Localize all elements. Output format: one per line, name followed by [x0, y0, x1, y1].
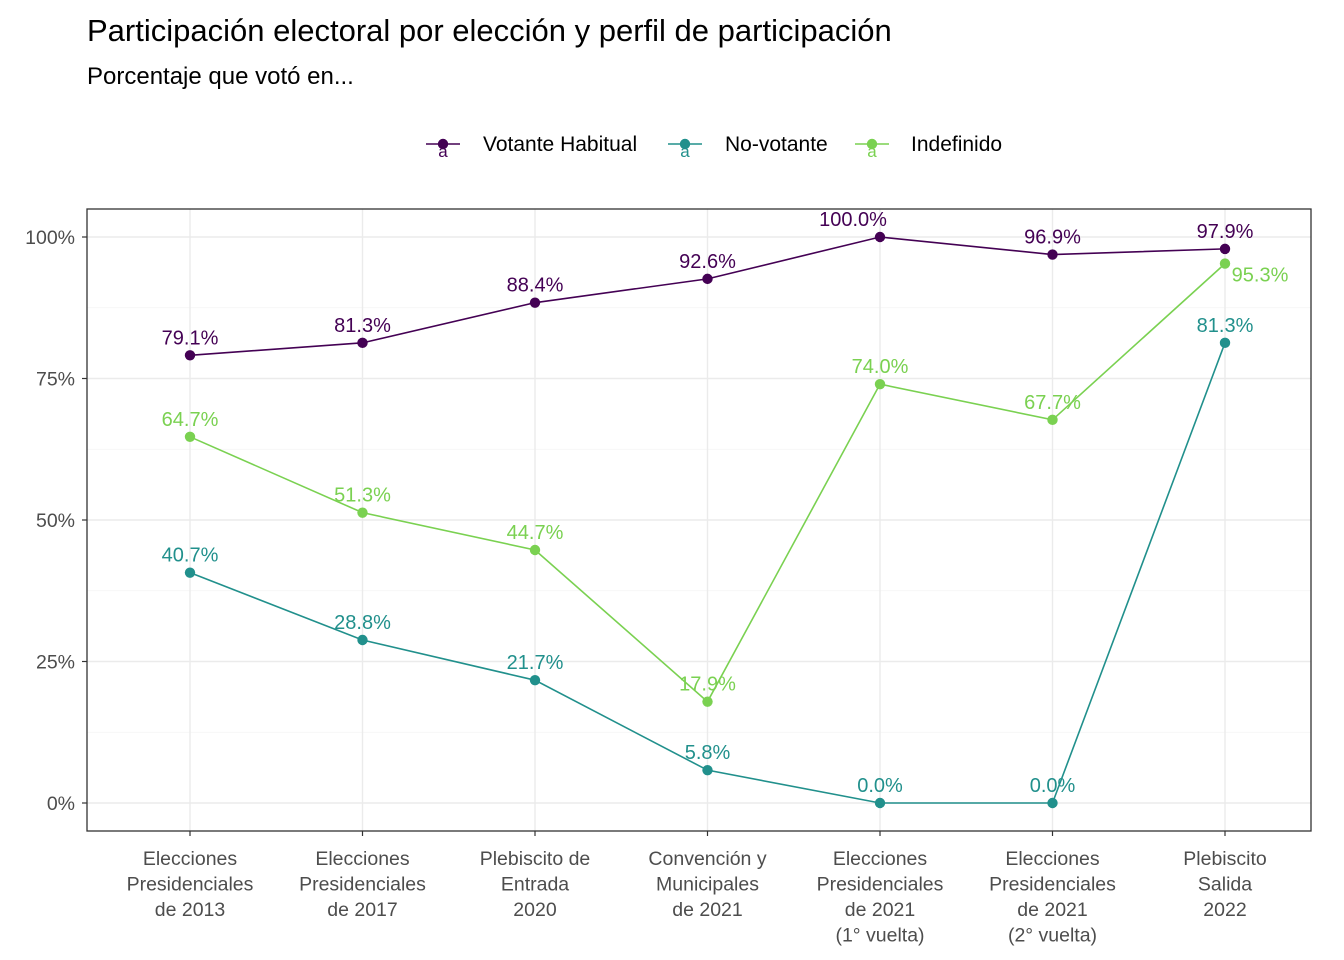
data-label-no-votante: 5.8% — [685, 742, 731, 764]
x-tick-label: Elecciones Presidenciales de 2013 — [127, 848, 254, 921]
legend-key-point — [679, 138, 691, 150]
chart-subtitle: Porcentaje que votó en... — [87, 63, 354, 90]
data-point-no-votante — [702, 764, 713, 776]
data-point-indefinido — [357, 507, 368, 518]
legend-key-glyph: a — [867, 142, 877, 161]
data-label-indefinido: 51.3% — [334, 485, 391, 507]
data-point-no-votante — [357, 634, 368, 646]
data-point-votante-habitual — [702, 273, 713, 285]
legend-key-glyph: a — [680, 142, 690, 161]
data-point-no-votante — [184, 567, 196, 578]
data-point-votante-habitual — [529, 297, 541, 308]
legend-label: Indefinido — [911, 133, 1002, 156]
data-point-no-votante — [529, 674, 541, 686]
x-tick-label: Elecciones Presidenciales de 2017 — [299, 848, 426, 921]
legend-key-point — [866, 138, 878, 150]
data-label-indefinido: 95.3% — [1232, 265, 1289, 287]
x-tick-label: Elecciones Presidenciales de 2021 (2° vuelt… — [989, 848, 1116, 947]
legend-item-votante-habitual: a Votante Habitual — [426, 133, 637, 161]
data-point-no-votante — [1219, 337, 1231, 349]
data-label-votante-habitual: 100.0% — [819, 209, 887, 231]
data-label-no-votante: 81.3% — [1197, 315, 1254, 337]
chart-title: Participación electoral por elección y p… — [87, 13, 892, 48]
legend-key-glyph: a — [438, 142, 448, 161]
data-label-votante-habitual: 88.4% — [507, 275, 564, 297]
data-point-indefinido — [184, 431, 196, 442]
data-point-indefinido — [529, 544, 541, 556]
data-label-votante-habitual: 92.6% — [679, 251, 736, 273]
legend-item-indefinido: a Indefinido — [855, 133, 1002, 161]
plot-panel: 0% 25% 50% 75% 100% Elecciones Presidenciales d… — [25, 208, 1312, 947]
data-point-votante-habitual — [1047, 249, 1058, 260]
data-point-votante-habitual — [357, 337, 368, 349]
data-label-indefinido: 64.7% — [162, 409, 219, 431]
data-label-no-votante: 0.0% — [1030, 775, 1076, 797]
data-point-votante-habitual — [1219, 243, 1231, 255]
data-point-indefinido — [1047, 414, 1058, 426]
y-tick-label: 100% — [25, 227, 75, 249]
data-point-votante-habitual — [874, 231, 886, 243]
legend: a Votante Habitual a No-votante a Indefinido — [426, 133, 1002, 161]
data-label-indefinido: 74.0% — [852, 356, 909, 378]
legend-label: Votante Habitual — [483, 133, 637, 156]
legend-key-point — [437, 138, 449, 150]
data-label-no-votante: 0.0% — [857, 775, 903, 797]
y-tick-label: 75% — [36, 369, 75, 391]
data-point-indefinido — [874, 378, 886, 390]
y-tick-label: 50% — [36, 510, 75, 532]
data-label-indefinido: 44.7% — [507, 522, 564, 544]
y-tick-label: 25% — [36, 652, 75, 674]
data-label-no-votante: 21.7% — [507, 652, 564, 674]
data-label-no-votante: 28.8% — [334, 612, 391, 634]
x-tick-label: Plebiscito Salida 2022 — [1183, 848, 1267, 921]
data-point-no-votante — [874, 797, 886, 809]
data-label-votante-habitual: 97.9% — [1197, 221, 1254, 243]
data-label-indefinido: 67.7% — [1024, 392, 1081, 414]
y-tick-label: 0% — [47, 793, 75, 815]
data-label-indefinido: 17.9% — [679, 674, 736, 696]
panel-border — [86, 208, 1312, 832]
data-label-votante-habitual: 96.9% — [1024, 227, 1081, 249]
data-point-indefinido — [702, 696, 713, 707]
data-label-votante-habitual: 81.3% — [334, 315, 391, 337]
data-label-no-votante: 40.7% — [162, 545, 219, 567]
x-tick-label: Plebiscito de Entrada 2020 — [480, 848, 591, 921]
legend-label: No-votante — [725, 133, 828, 156]
legend-item-no-votante: a No-votante — [668, 133, 828, 161]
data-point-indefinido — [1219, 258, 1231, 269]
x-tick-label: Elecciones Presidenciales de 2021 (1° vuelt… — [817, 848, 944, 947]
x-tick-label: Convención y Municipales de 2021 — [648, 848, 766, 921]
data-point-votante-habitual — [184, 350, 196, 361]
data-label-votante-habitual: 79.1% — [162, 327, 219, 349]
data-point-no-votante — [1047, 797, 1058, 809]
